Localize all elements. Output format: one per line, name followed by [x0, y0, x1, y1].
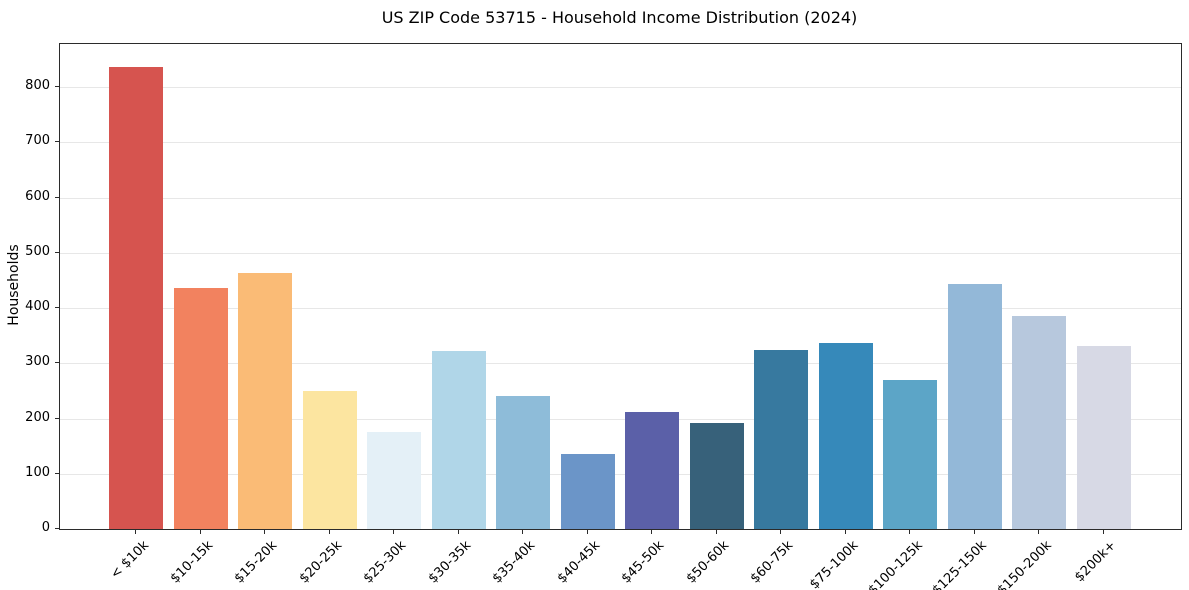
bar	[109, 67, 163, 529]
x-tick-label: $125-150k	[929, 538, 991, 590]
gridline	[60, 418, 1181, 420]
x-tick-label: $15-20k	[232, 538, 281, 587]
bar	[560, 453, 615, 529]
gridline	[60, 363, 1181, 365]
bar	[173, 288, 228, 529]
y-tick-mark	[55, 417, 59, 419]
bar	[496, 396, 550, 529]
x-tick-label: $75-100k	[806, 538, 862, 590]
y-tick-label: 500	[25, 243, 50, 259]
gridline	[60, 252, 1181, 254]
y-tick-label: 800	[25, 78, 50, 94]
y-tick-mark	[55, 141, 59, 143]
x-tick-mark	[780, 530, 781, 534]
x-tick-mark	[457, 530, 459, 534]
x-tick-mark	[1102, 530, 1104, 534]
plot-area	[59, 43, 1182, 530]
y-tick-mark	[55, 307, 59, 308]
gridline	[60, 87, 1181, 89]
x-tick-mark	[651, 530, 652, 534]
x-tick-mark	[522, 530, 523, 534]
x-tick-label: $30-35k	[425, 538, 475, 587]
y-tick-label: 600	[25, 188, 50, 204]
bar	[302, 390, 357, 529]
x-tick-label: $45-50k	[619, 538, 668, 587]
y-tick-label: 100	[25, 464, 50, 480]
y-tick-label: 200	[25, 409, 50, 425]
x-tick-mark	[973, 530, 975, 534]
y-tick-mark	[55, 528, 59, 529]
x-tick-mark	[844, 530, 846, 534]
x-tick-mark	[1038, 530, 1039, 534]
x-tick-label: $40-45k	[554, 538, 604, 587]
x-tick-mark	[909, 530, 910, 534]
x-tick-label: $50-60k	[683, 538, 733, 587]
x-tick-label: $60-75k	[748, 538, 797, 587]
bar	[947, 283, 1002, 529]
y-tick-label: 0	[41, 520, 50, 535]
bar	[625, 411, 679, 529]
x-tick-label: $200k+	[1072, 538, 1120, 586]
x-tick-label: $100-125k	[865, 538, 926, 590]
bar	[431, 351, 486, 529]
x-tick-mark	[199, 530, 201, 534]
x-tick-mark	[586, 530, 588, 534]
bar	[1012, 316, 1066, 529]
y-tick-label: 400	[25, 299, 50, 314]
x-tick-mark	[393, 530, 394, 534]
gridline	[60, 197, 1181, 199]
y-axis-label: Households	[6, 244, 22, 326]
y-tick-mark	[55, 196, 59, 198]
x-tick-mark	[715, 530, 717, 534]
bar	[238, 273, 292, 529]
bar	[689, 422, 744, 529]
y-tick-label: 300	[25, 354, 50, 370]
bar	[818, 343, 873, 529]
x-tick-mark	[135, 530, 136, 534]
x-tick-label: $35-40k	[490, 538, 539, 587]
bar	[1076, 345, 1131, 529]
x-tick-label: $10-15k	[167, 538, 217, 587]
y-tick-mark	[55, 362, 59, 364]
x-tick-label: $150-200k	[994, 538, 1055, 590]
y-tick-label: 700	[25, 133, 50, 149]
bar	[367, 431, 421, 529]
x-tick-label: < $10k	[107, 538, 152, 583]
gridline	[60, 473, 1181, 475]
bar	[883, 379, 937, 529]
chart-title: US ZIP Code 53715 - Household Income Dis…	[381, 8, 858, 27]
y-tick-mark	[55, 86, 59, 88]
y-tick-mark	[55, 251, 59, 253]
x-tick-mark	[264, 530, 265, 534]
x-tick-mark	[328, 530, 330, 534]
gridline	[60, 142, 1181, 144]
x-tick-label: $20-25k	[296, 538, 346, 587]
bar	[754, 349, 808, 529]
y-tick-mark	[55, 472, 59, 474]
gridline	[60, 308, 1181, 309]
x-tick-label: $25-30k	[361, 538, 410, 587]
